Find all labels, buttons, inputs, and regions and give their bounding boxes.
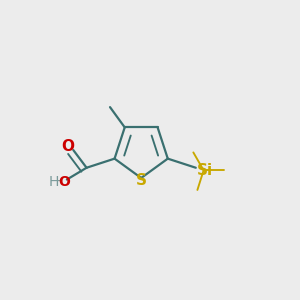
Text: O: O [61, 139, 74, 154]
Text: O: O [58, 175, 70, 189]
Text: Si: Si [197, 163, 213, 178]
Text: -: - [56, 175, 61, 189]
Text: H: H [48, 175, 59, 189]
Text: S: S [136, 173, 147, 188]
